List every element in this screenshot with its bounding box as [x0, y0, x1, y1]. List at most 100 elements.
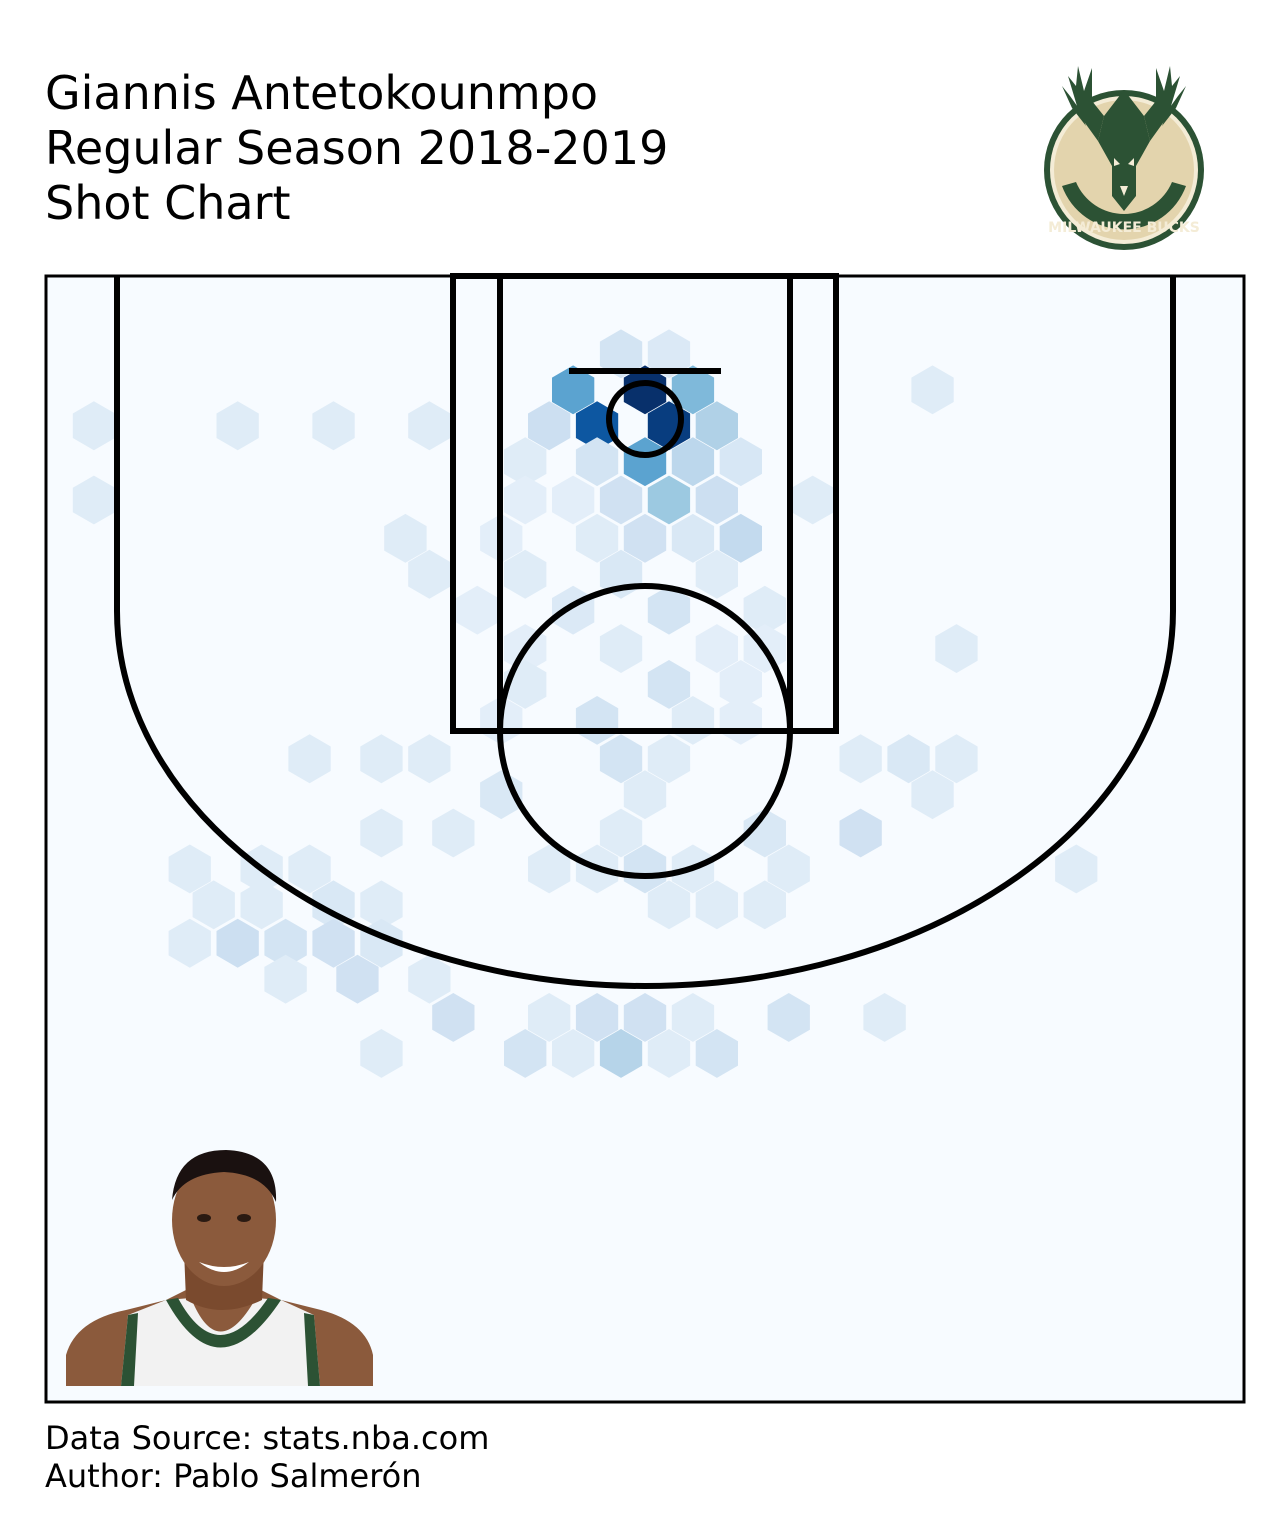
- hexbin-cell: [72, 401, 116, 451]
- hexbin-cell: [647, 734, 691, 784]
- hexbin-cell: [743, 880, 786, 930]
- hexbin-cell: [743, 808, 786, 858]
- hexbin-cell: [552, 365, 595, 415]
- hexbin-cell: [647, 880, 691, 930]
- hoop-rim: [606, 380, 684, 458]
- hexbin-cell: [599, 329, 643, 379]
- player-headshot-icon: [66, 1150, 373, 1386]
- hexbin-cell: [1055, 844, 1098, 894]
- hexbin-cell: [887, 734, 930, 784]
- hexbin-cell: [695, 1029, 738, 1078]
- three-point-arc: [114, 610, 1176, 989]
- logo-text: MILWAUKEE BUCKS: [1048, 220, 1200, 236]
- hexbin-cell: [575, 993, 619, 1042]
- title-season: Regular Season 2018-2019: [45, 121, 669, 175]
- hexbin-cell: [623, 513, 667, 563]
- chart-title: Giannis Antetokounmpo Regular Season 201…: [45, 66, 668, 231]
- hexbin-cell: [647, 660, 691, 709]
- hexbin-cell: [839, 808, 882, 858]
- hexbin-cell: [839, 734, 882, 784]
- hexbin-cell: [264, 954, 307, 1004]
- hexbin-cell: [360, 1029, 403, 1078]
- hexbin-cell: [647, 585, 691, 635]
- hexbin-cell: [456, 585, 499, 635]
- hexbin-cell: [288, 844, 331, 894]
- hexbin-cell: [575, 437, 619, 487]
- hexbin-cell: [264, 918, 307, 968]
- hexbin-cell: [504, 549, 547, 599]
- hexbin-cell: [599, 1029, 643, 1078]
- hexbin-cell: [168, 844, 211, 894]
- hexbin-cell: [863, 993, 906, 1042]
- hexbin-cell: [575, 513, 619, 563]
- plot-frame: [44, 274, 1246, 1404]
- hexbin-cell: [695, 401, 738, 451]
- hexbin-cell: [288, 734, 331, 784]
- title-player-name: Giannis Antetokounmpo: [45, 66, 599, 120]
- hexbin-cell: [623, 437, 667, 487]
- hexbin-cell: [599, 808, 643, 858]
- hexbin-cell: [719, 437, 762, 487]
- hexbin-cell: [360, 880, 403, 930]
- hexbin-cell: [408, 401, 451, 451]
- hexbin-cell: [911, 365, 954, 415]
- hexbin-cell: [168, 918, 211, 968]
- hexbin-cell: [504, 1029, 547, 1078]
- hexbin-cell: [408, 954, 451, 1004]
- hexbin-cell: [599, 734, 643, 784]
- hexbin-cell: [695, 475, 738, 525]
- hexbin-cell: [935, 624, 978, 673]
- hexbin-cell: [671, 993, 715, 1042]
- hexbin-cell: [671, 513, 715, 563]
- hexbin-cell: [240, 880, 283, 930]
- data-source-text: Data Source: stats.nba.com: [45, 1419, 490, 1457]
- hexbin-cell: [623, 365, 667, 415]
- hexbin-cell: [528, 844, 571, 894]
- hexbin-cell: [791, 475, 834, 525]
- hexbin-cell: [671, 365, 715, 415]
- free-throw-circle: [497, 583, 793, 879]
- hexbin-cell: [767, 844, 810, 894]
- hexbin-cell: [72, 475, 116, 525]
- milwaukee-bucks-logo-icon: MILWAUKEE BUCKS: [1044, 66, 1204, 250]
- title-chart-type: Shot Chart: [45, 176, 291, 230]
- hexbin-cell: [767, 993, 810, 1042]
- hexbin-layer: [72, 329, 1098, 1078]
- hexbin-cell: [336, 954, 379, 1004]
- hexbin-cell: [623, 844, 667, 894]
- hexbin-cell: [695, 549, 738, 599]
- hexbin-cell: [192, 880, 235, 930]
- hexbin-cell: [528, 993, 571, 1042]
- hexbin-cell: [216, 401, 259, 451]
- hexbin-cell: [695, 624, 738, 673]
- hexbin-cell: [599, 624, 643, 673]
- hexbin-cell: [408, 549, 451, 599]
- hexbin-cell: [384, 513, 427, 563]
- hexbin-cell: [935, 734, 978, 784]
- hexbin-cell: [504, 437, 547, 487]
- hexbin-cell: [695, 880, 738, 930]
- hexbin-cell: [911, 770, 954, 820]
- hexbin-cell: [647, 329, 691, 379]
- hexbin-cell: [743, 585, 786, 635]
- hexbin-cell: [528, 401, 571, 451]
- hexbin-cell: [623, 993, 667, 1042]
- hexbin-cell: [408, 734, 451, 784]
- hexbin-cell: [312, 918, 355, 968]
- credits: Data Source: stats.nba.com Author: Pablo…: [45, 1419, 489, 1495]
- author-text: Author: Pablo Salmerón: [45, 1457, 422, 1495]
- hexbin-cell: [216, 918, 259, 968]
- hexbin-cell: [432, 808, 475, 858]
- hexbin-cell: [647, 475, 691, 525]
- hexbin-cell: [360, 808, 403, 858]
- hexbin-cell: [719, 513, 762, 563]
- hexbin-cell: [647, 1029, 691, 1078]
- hexbin-cell: [504, 475, 547, 525]
- hexbin-cell: [719, 660, 762, 709]
- hexbin-cell: [360, 734, 403, 784]
- hexbin-cell: [432, 993, 475, 1042]
- hexbin-cell: [599, 475, 643, 525]
- hexbin-cell: [312, 401, 355, 451]
- hexbin-cell: [671, 437, 715, 487]
